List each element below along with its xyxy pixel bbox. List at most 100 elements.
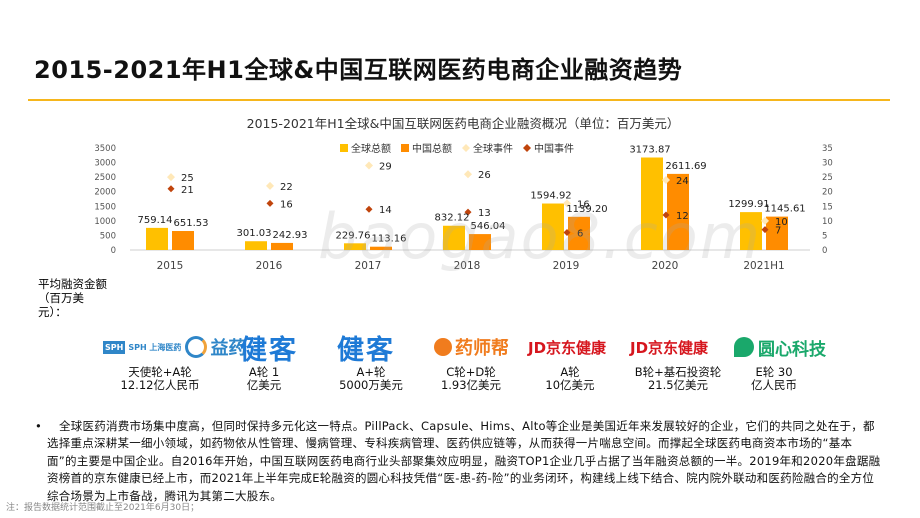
bar-global-total xyxy=(146,227,168,250)
marker-global-events xyxy=(464,170,472,179)
page-title: 2015-2021年H1全球&中国互联网医药电商企业融资趋势 xyxy=(34,56,683,84)
marker-global-events xyxy=(266,181,274,190)
x-axis-labels: 2015 2016 2017 2018 2019 2020 2021H1 xyxy=(157,260,785,272)
left-axis-tick: 3000 xyxy=(94,159,116,169)
left-axis-tick: 500 xyxy=(100,231,116,241)
legend-label: 全球事件 xyxy=(473,142,513,155)
bar-value-label: 1139.20 xyxy=(566,204,607,215)
bar-value-label: 759.14 xyxy=(138,215,173,226)
event-count-label: 25 xyxy=(181,173,194,184)
event-count-label: 24 xyxy=(676,176,689,187)
left-axis-tick: 1500 xyxy=(94,202,116,212)
round-name: C轮+D轮 xyxy=(446,365,496,379)
round-amount: 21.5亿美元 xyxy=(647,378,709,392)
sph-icon: SPH xyxy=(103,340,126,354)
bar-value-label: 1145.61 xyxy=(764,204,805,215)
bar-china-total xyxy=(172,231,194,250)
marker-china-events xyxy=(761,226,769,234)
funding-round-2: A+轮 5000万美元 xyxy=(336,366,406,392)
bar-value-label: 546.04 xyxy=(471,221,506,232)
funding-round-4: A轮 10亿美元 xyxy=(540,366,600,392)
left-axis-tick: 2500 xyxy=(94,173,116,183)
logo-text: JD京东健康 xyxy=(630,338,709,357)
title-divider xyxy=(28,99,890,101)
logo-text: 圆心科技 xyxy=(758,339,826,360)
event-count-label: 7 xyxy=(775,226,781,237)
bar-value-label: 2611.69 xyxy=(665,161,706,172)
bar-global-total xyxy=(740,212,762,250)
bar-value-label: 113.16 xyxy=(372,234,407,245)
right-axis-tick: 0 xyxy=(822,246,827,256)
event-count-label: 29 xyxy=(379,161,392,172)
round-amount: 亿美元 xyxy=(246,378,282,392)
funding-round-6: E轮 30 亿人民币 xyxy=(744,366,804,392)
bar-global-total xyxy=(443,225,465,250)
bar-value-label: 229.76 xyxy=(336,230,371,241)
funding-round-5: B轮+基石投资轮 21.5亿美元 xyxy=(630,366,726,392)
logo-text: 健客 xyxy=(337,334,395,366)
bar-china-total xyxy=(667,173,689,250)
event-count-label: 22 xyxy=(280,182,293,193)
bar-value-label: 3173.87 xyxy=(629,145,670,156)
round-name: A+轮 xyxy=(356,365,386,379)
event-count-label: 21 xyxy=(181,185,194,196)
legend-swatch xyxy=(340,144,348,152)
bar-china-total xyxy=(370,246,392,250)
marker-global-events xyxy=(662,176,670,185)
bar-value-label: 832.12 xyxy=(435,213,470,224)
bar-value-label: 1594.92 xyxy=(530,191,571,202)
marker-china-events xyxy=(365,205,373,213)
marker-global-events xyxy=(761,216,769,225)
round-name: B轮+基石投资轮 xyxy=(634,365,722,379)
marker-china-events xyxy=(167,185,175,193)
event-count-label: 26 xyxy=(478,170,491,181)
bar-china-total xyxy=(271,242,293,250)
right-axis-tick: 5 xyxy=(822,231,827,241)
logo-text: 健客 xyxy=(240,334,298,366)
round-amount: 5000万美元 xyxy=(339,378,403,392)
x-axis-category: 2020 xyxy=(652,260,679,272)
legend-label: 全球总额 xyxy=(351,142,391,155)
bar-value-label: 651.53 xyxy=(174,218,209,229)
event-count-label: 10 xyxy=(775,217,788,228)
bar-value-label: 242.93 xyxy=(273,230,308,241)
event-count-label: 6 xyxy=(577,229,583,240)
logo-jd-health-2: JD京东健康 xyxy=(630,330,708,364)
marker-global-events xyxy=(563,199,571,208)
round-amount: 10亿美元 xyxy=(545,378,595,392)
logo-text: 益药 xyxy=(210,338,247,359)
bar-global-total xyxy=(542,203,564,250)
marker-china-events xyxy=(464,208,472,216)
x-axis-category: 2021H1 xyxy=(743,260,784,272)
round-amount: 12.12亿人民币 xyxy=(120,378,200,392)
bar-global-total xyxy=(245,241,267,250)
sph-prefix: SPH 上海医药 xyxy=(128,342,182,352)
yuanxin-icon xyxy=(734,337,754,357)
round-name: E轮 30 xyxy=(755,365,793,379)
round-amount: 亿人民币 xyxy=(751,378,797,392)
logo-jd-health-1: JD京东健康 xyxy=(528,330,606,364)
logo-yuanxin: 圆心科技 xyxy=(734,330,826,364)
legend-marker xyxy=(462,144,470,152)
right-axis-tick: 35 xyxy=(822,144,833,154)
right-axis-tick: 15 xyxy=(822,202,833,212)
legend-marker xyxy=(523,144,531,152)
bar-global-total xyxy=(344,243,366,250)
logo-sph-yiyao: SPH SPH 上海医药 益药 xyxy=(103,330,246,364)
bar-china-total xyxy=(469,234,491,250)
logo-jianke-2: 健客 xyxy=(337,330,395,366)
avg-funding-label: 平均融资金额（百万美元）： xyxy=(38,277,107,319)
x-axis-category: 2018 xyxy=(454,260,481,272)
bar-global-total xyxy=(641,157,663,250)
round-amount: 1.93亿美元 xyxy=(440,378,502,392)
logo-jianke-1: 健客 xyxy=(240,330,298,366)
left-axis-tick: 2000 xyxy=(94,188,116,198)
yiyao-icon xyxy=(185,336,208,358)
bar-value-label: 1299.91 xyxy=(728,199,769,210)
right-axis-tick: 30 xyxy=(822,159,833,169)
marker-china-events xyxy=(563,229,571,237)
left-axis-tick: 1000 xyxy=(94,217,116,227)
round-name: A轮 xyxy=(560,365,580,379)
event-count-label: 16 xyxy=(280,199,293,210)
legend-label: 中国事件 xyxy=(534,142,574,155)
